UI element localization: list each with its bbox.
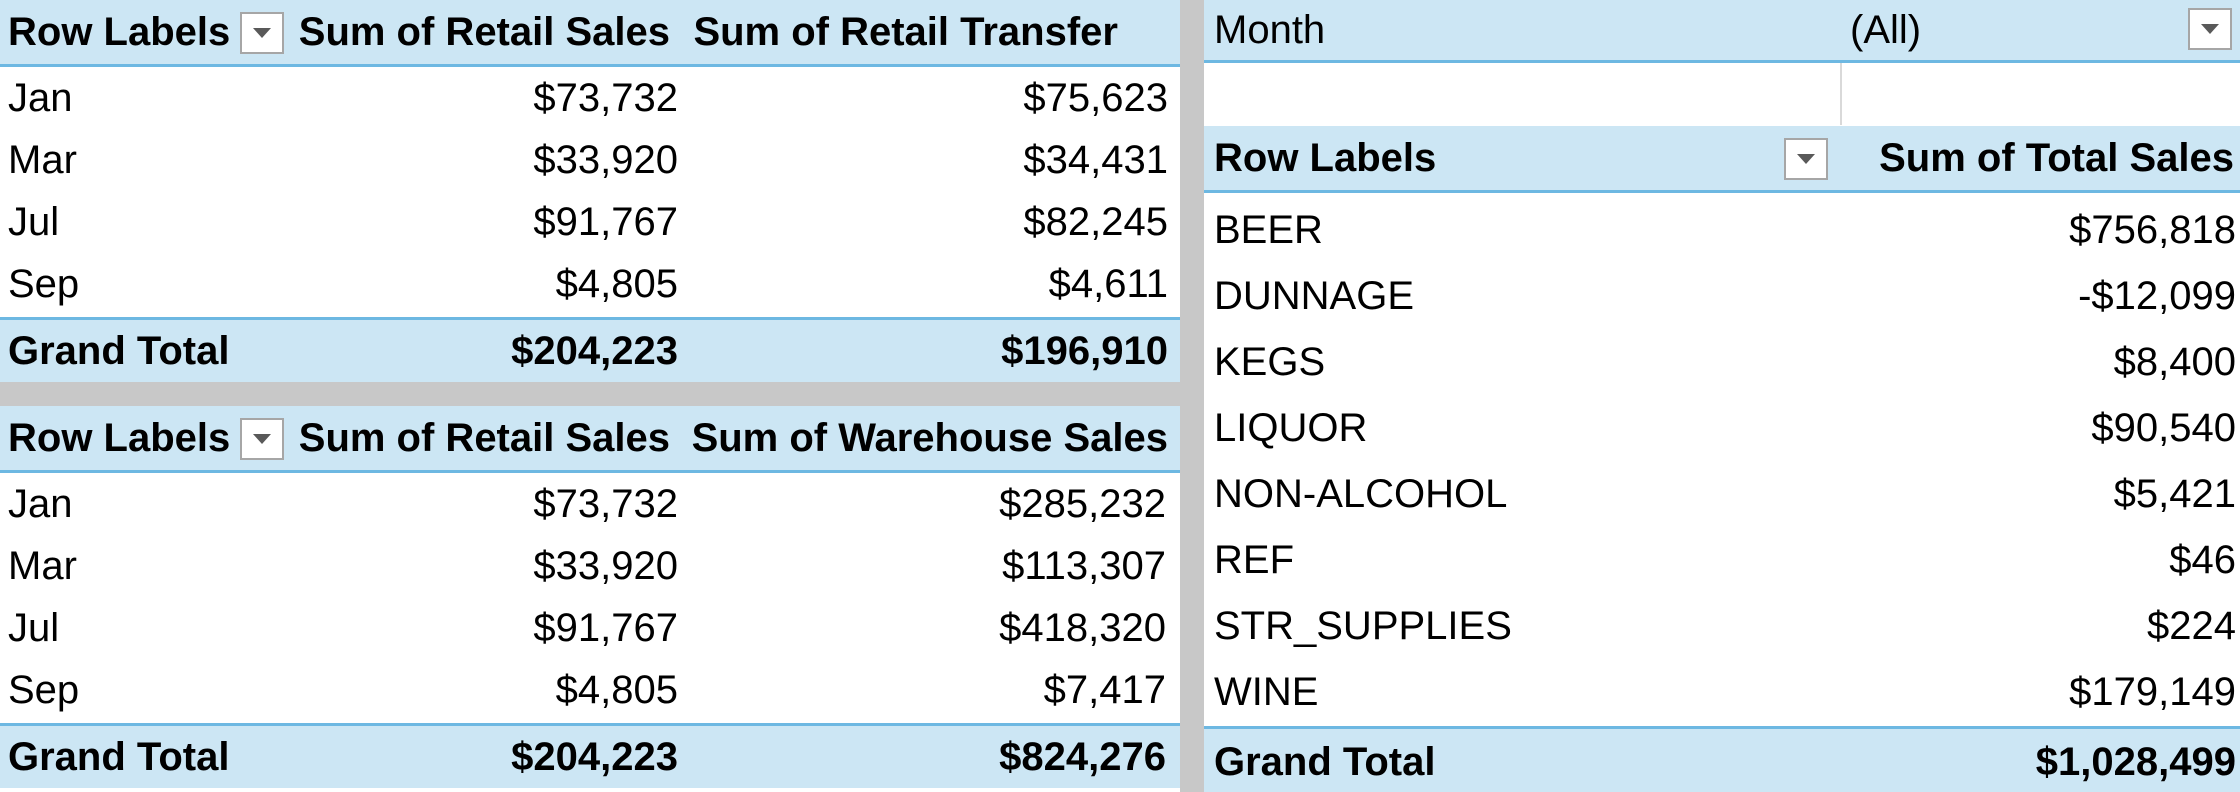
pane-divider-vertical — [1180, 0, 1204, 792]
table-row: Jan $73,732 $285,232 — [0, 473, 1180, 535]
grand-total-total-sales: $1,028,499 — [2035, 739, 2236, 784]
total-sales-value: $8,400 — [2113, 339, 2236, 384]
column-header-retail-sales: Sum of Retail Sales — [298, 9, 670, 54]
pivot-warehouse-sales: Row Labels Sum of Retail Sales Sum of Wa… — [0, 406, 1180, 792]
retail-sales-value: $33,920 — [533, 137, 678, 182]
grand-total-retail-sales: $204,223 — [511, 328, 678, 373]
row-label: STR_SUPPLIES — [1214, 603, 1512, 648]
retail-sales-value: $73,732 — [533, 75, 678, 120]
retail-sales-value: $33,920 — [533, 543, 678, 588]
row-label: Mar — [8, 543, 77, 588]
chevron-down-icon — [253, 434, 271, 444]
table-row: KEGS $8,400 — [1204, 329, 2240, 395]
row-label: Sep — [8, 667, 80, 712]
total-sales-value: $179,149 — [2069, 669, 2236, 714]
retail-transfer-value: $82,245 — [1023, 199, 1168, 244]
pivot-header-row: Row Labels Sum of Retail Sales Sum of Re… — [0, 0, 1180, 67]
row-labels-filter-button[interactable] — [240, 418, 284, 460]
table-row: NON-ALCOHOL $5,421 — [1204, 461, 2240, 527]
grand-total-retail-sales: $204,223 — [511, 734, 678, 779]
row-labels-filter-button[interactable] — [1784, 138, 1828, 180]
column-header-warehouse-sales: Sum of Warehouse Sales — [691, 415, 1168, 460]
retail-sales-value: $4,805 — [555, 261, 678, 306]
total-sales-value: -$12,099 — [2078, 273, 2236, 318]
total-sales-value: $224 — [2147, 603, 2236, 648]
retail-sales-value: $91,767 — [533, 605, 678, 650]
table-row: Jul $91,767 $418,320 — [0, 597, 1180, 659]
table-row: Mar $33,920 $34,431 — [0, 129, 1180, 191]
pivot-header-row: Row Labels Sum of Retail Sales Sum of Wa… — [0, 406, 1180, 473]
row-label: Jan — [8, 481, 73, 526]
warehouse-sales-value: $7,417 — [1043, 667, 1166, 712]
retail-sales-value: $91,767 — [533, 199, 678, 244]
warehouse-sales-value: $285,232 — [999, 481, 1166, 526]
grand-total-label: Grand Total — [8, 328, 230, 373]
row-labels-header: Row Labels — [1214, 135, 1437, 180]
row-label: WINE — [1214, 669, 1319, 714]
grand-total-row: Grand Total $204,223 $196,910 — [0, 317, 1180, 382]
column-header-retail-sales: Sum of Retail Sales — [298, 415, 670, 460]
row-label: Jan — [8, 75, 73, 120]
row-labels-header: Row Labels — [8, 415, 231, 460]
row-labels-header: Row Labels — [8, 9, 231, 54]
filter-field-label: Month — [1214, 7, 1326, 52]
row-label: REF — [1214, 537, 1294, 582]
grand-total-warehouse-sales: $824,276 — [999, 734, 1166, 779]
row-label: Jul — [8, 605, 60, 650]
blank-row — [1204, 63, 2240, 125]
retail-transfer-value: $75,623 — [1023, 75, 1168, 120]
grand-total-label: Grand Total — [1214, 739, 1436, 784]
total-sales-value: $46 — [2169, 537, 2236, 582]
table-row: Sep $4,805 $7,417 — [0, 659, 1180, 721]
table-row: STR_SUPPLIES $224 — [1204, 593, 2240, 659]
row-label: BEER — [1214, 207, 1323, 252]
total-sales-value: $756,818 — [2069, 207, 2236, 252]
pivot-total-sales: Month (All) Row Labels Sum of Total Sale… — [1204, 0, 2240, 792]
column-header-retail-transfer: Sum of Retail Transfer — [693, 9, 1118, 54]
chevron-down-icon — [253, 28, 271, 38]
table-row: LIQUOR $90,540 — [1204, 395, 2240, 461]
grand-total-retail-transfer: $196,910 — [1001, 328, 1168, 373]
table-row: Sep $4,805 $4,611 — [0, 253, 1180, 315]
column-header-total-sales: Sum of Total Sales — [1879, 135, 2234, 180]
table-row: REF $46 — [1204, 527, 2240, 593]
table-row: WINE $179,149 — [1204, 659, 2240, 725]
pane-divider-horizontal — [0, 382, 1180, 406]
row-label: DUNNAGE — [1214, 273, 1415, 318]
row-label: Sep — [8, 261, 80, 306]
table-row: Jul $91,767 $82,245 — [0, 191, 1180, 253]
grand-total-row: Grand Total $204,223 $824,276 — [0, 723, 1180, 788]
pivot-header-row: Row Labels Sum of Total Sales — [1204, 126, 2240, 193]
table-row: Mar $33,920 $113,307 — [0, 535, 1180, 597]
cell-gridline — [1840, 63, 1842, 125]
retail-transfer-value: $34,431 — [1023, 137, 1168, 182]
report-filter-row: Month (All) — [1204, 0, 2240, 63]
grand-total-label: Grand Total — [8, 734, 230, 779]
row-label: Jul — [8, 199, 60, 244]
filter-value[interactable]: (All) — [1850, 7, 1922, 52]
table-row: DUNNAGE -$12,099 — [1204, 263, 2240, 329]
retail-sales-value: $73,732 — [533, 481, 678, 526]
pivot-retail-transfer: Row Labels Sum of Retail Sales Sum of Re… — [0, 0, 1180, 382]
chevron-down-icon — [1797, 154, 1815, 164]
table-row: BEER $756,818 — [1204, 197, 2240, 263]
row-label: Mar — [8, 137, 77, 182]
row-label: KEGS — [1214, 339, 1326, 384]
warehouse-sales-value: $418,320 — [999, 605, 1166, 650]
grand-total-row: Grand Total $1,028,499 — [1204, 726, 2240, 792]
retail-transfer-value: $4,611 — [1048, 261, 1168, 306]
month-filter-dropdown[interactable] — [2188, 8, 2232, 50]
row-labels-filter-button[interactable] — [240, 12, 284, 54]
total-sales-value: $90,540 — [2091, 405, 2236, 450]
total-sales-value: $5,421 — [2113, 471, 2236, 516]
row-label: LIQUOR — [1214, 405, 1368, 450]
retail-sales-value: $4,805 — [555, 667, 678, 712]
chevron-down-icon — [2201, 24, 2219, 34]
table-row: Jan $73,732 $75,623 — [0, 67, 1180, 129]
warehouse-sales-value: $113,307 — [1002, 543, 1166, 588]
row-label: NON-ALCOHOL — [1214, 471, 1508, 516]
